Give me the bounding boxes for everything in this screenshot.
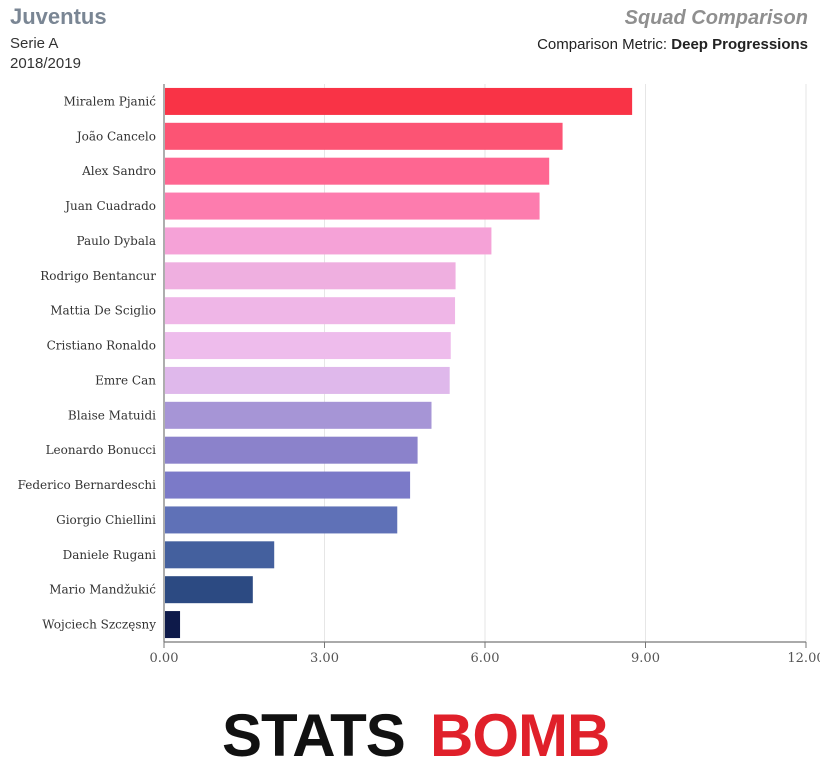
league-name: Serie A <box>10 35 59 52</box>
category-label: Cristiano Ronaldo <box>47 339 156 353</box>
bar <box>165 506 398 534</box>
bar <box>165 436 418 464</box>
category-label: Mattia De Sciglio <box>50 304 156 318</box>
bar <box>165 332 451 360</box>
x-tick-label: 12.00 <box>787 651 820 666</box>
bar <box>165 471 411 499</box>
category-label: Daniele Rugani <box>63 548 157 562</box>
category-label: Giorgio Chiellini <box>56 513 156 527</box>
category-label: Blaise Matuidi <box>68 408 156 422</box>
bar <box>165 87 633 115</box>
logo-stats-text: STATS <box>222 702 406 769</box>
x-tick-label: 3.00 <box>310 651 339 666</box>
category-label: Alex Sandro <box>81 164 156 178</box>
bar <box>165 262 456 290</box>
bar-chart: 0.00 3.00 6.00 9.00 12.00 Miralem Pjanić João … <box>18 84 820 666</box>
bar <box>165 541 275 569</box>
x-tick-label: 9.00 <box>631 651 660 666</box>
season-label: 2018/2019 <box>10 55 81 72</box>
x-tick-label: 0.00 <box>150 651 179 666</box>
logo-bomb-text: BOMB <box>430 702 610 769</box>
metric-line: Comparison Metric: Deep Progressions <box>537 36 808 53</box>
category-label: Miralem Pjanić <box>64 94 157 108</box>
metric-value: Deep Progressions <box>671 36 808 53</box>
category-label: João Cancelo <box>75 129 156 143</box>
category-label: Wojciech Szczęsny <box>42 618 156 632</box>
category-label: Leonardo Bonucci <box>46 443 157 457</box>
team-name: Juventus <box>10 4 107 29</box>
category-label: Federico Bernardeschi <box>18 478 157 492</box>
bar <box>165 366 450 394</box>
chart-title: Squad Comparison <box>624 7 808 29</box>
statsbomb-logo: STATS BOMB <box>0 700 820 770</box>
bar <box>165 297 456 325</box>
bar <box>165 122 563 150</box>
x-tick-label: 6.00 <box>471 651 500 666</box>
category-label: Mario Mandžukić <box>49 583 156 597</box>
category-label: Paulo Dybala <box>76 234 156 248</box>
bar <box>165 157 550 185</box>
category-label: Emre Can <box>95 373 156 387</box>
bar <box>165 576 253 604</box>
metric-label: Comparison Metric: <box>537 36 668 53</box>
category-label: Rodrigo Bentancur <box>40 269 156 283</box>
bar <box>165 192 540 220</box>
bar <box>165 611 181 639</box>
category-label: Juan Cuadrado <box>63 199 156 213</box>
bar <box>165 401 432 429</box>
bar <box>165 227 492 255</box>
